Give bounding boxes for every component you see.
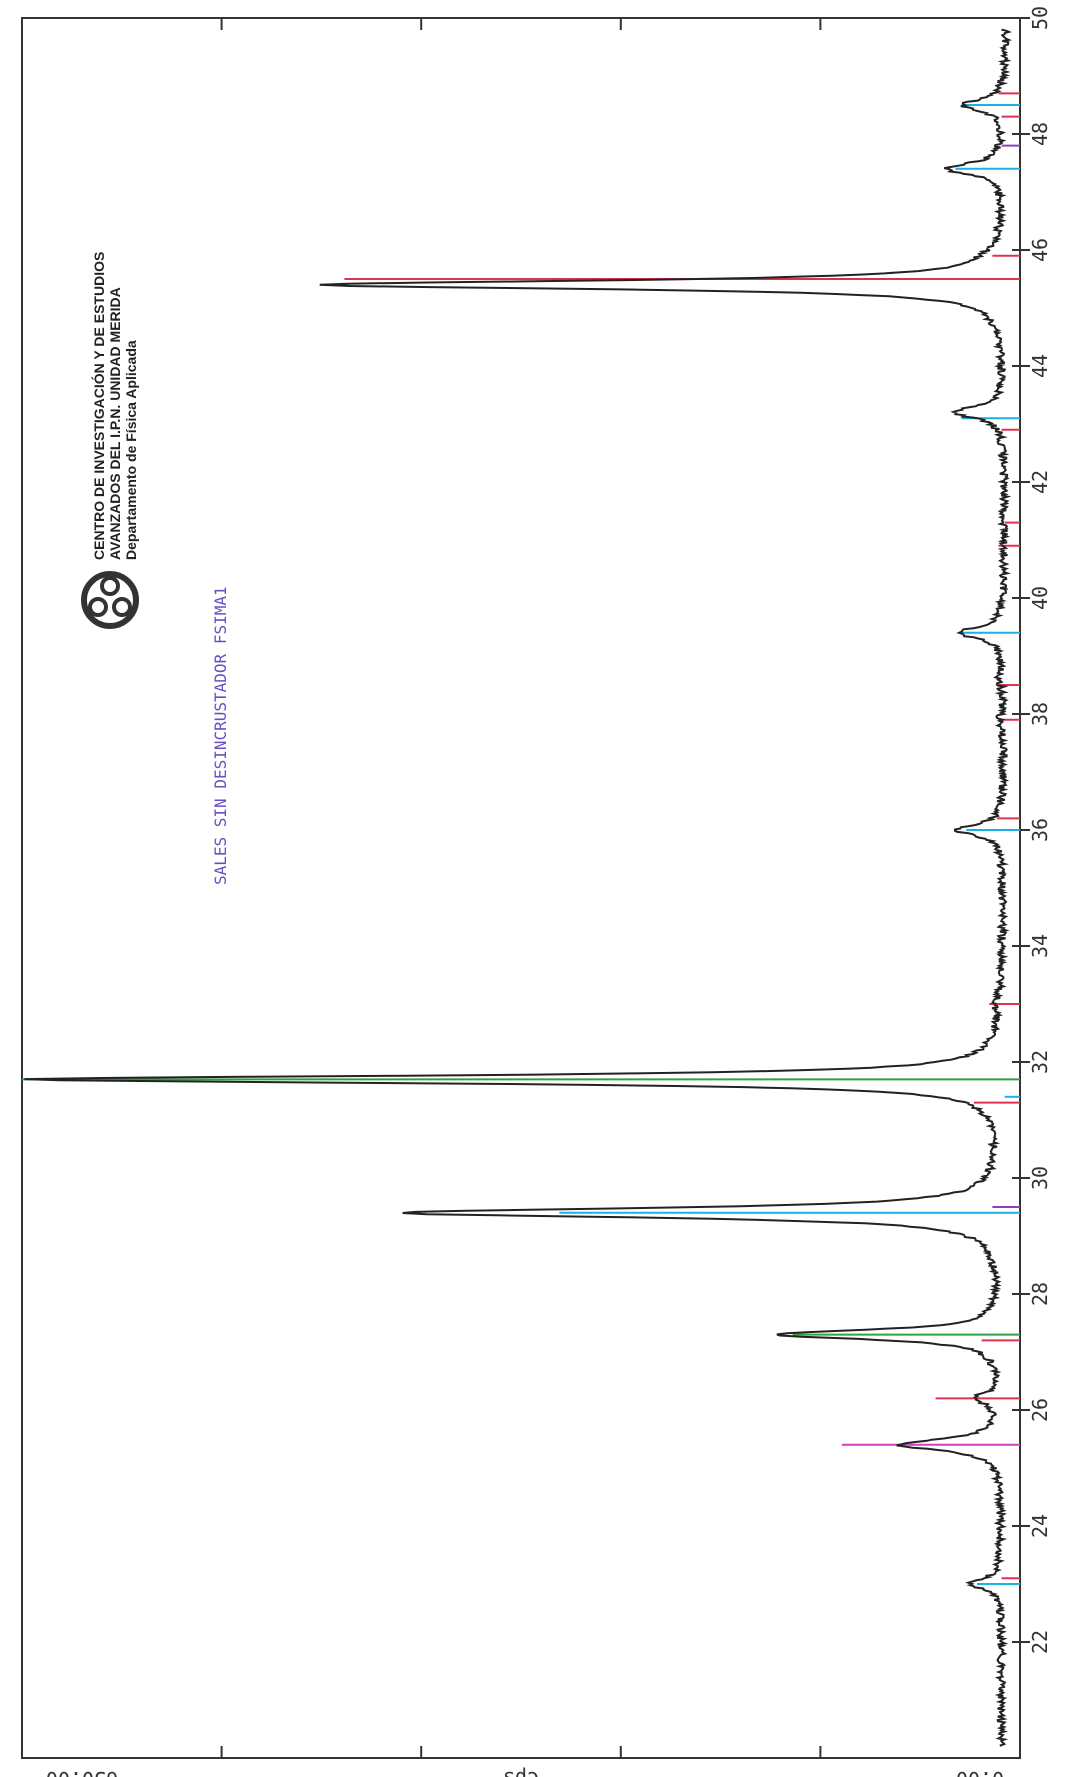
institution-line3: Departamento de Física Aplicada [123,340,139,560]
x-tick-label: 32 [1028,1050,1052,1074]
institution-line1: CENTRO DE INVESTIGACIÓN Y DE ESTUDIOS [90,252,107,560]
institution-line2: AVANZADOS DEL I.P.N. UNIDAD MERIDA [107,287,123,560]
y-tick-label: 0.00 [956,1767,1004,1777]
x-tick-label: 22 [1028,1630,1052,1654]
x-tick-label: 48 [1028,122,1052,146]
cinvestav-logo-icon [81,571,139,629]
x-tick-label: 34 [1028,934,1052,958]
x-tick-label: 38 [1028,702,1052,726]
chart-title: SALES SIN DESINCRUSTADOR FSIMA1 [211,586,230,885]
y-axis-ticks: 0.00 Cps 650.00 [21,18,1021,1777]
institution-header: CENTRO DE INVESTIGACIÓN Y DE ESTUDIOS AV… [81,252,139,629]
y-axis-label: Cps [503,1767,539,1777]
spectrum-line [24,28,1013,1747]
x-tick-label: 50 [1028,6,1052,30]
x-tick-label: 46 [1028,238,1052,262]
x-tick-label: 26 [1028,1398,1052,1422]
x-tick-label: 44 [1028,354,1052,378]
x-tick-label: 40 [1028,586,1052,610]
x-tick-label: 28 [1028,1282,1052,1306]
x-axis-ticks: 22 24 26 28 30 32 34 36 38 40 42 44 46 48 50 [1012,6,1052,1654]
reference-lines [22,92,1020,1585]
y-tick-label: 650.00 [46,1767,118,1777]
plot-frame [21,17,1021,1759]
x-tick-label: 30 [1028,1166,1052,1190]
x-tick-label: 24 [1028,1514,1052,1538]
x-tick-label: 36 [1028,818,1052,842]
x-tick-label: 42 [1028,470,1052,494]
